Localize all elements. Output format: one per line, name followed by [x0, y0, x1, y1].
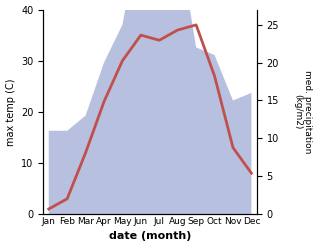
Y-axis label: med. precipitation
(kg/m2): med. precipitation (kg/m2)	[293, 70, 313, 154]
X-axis label: date (month): date (month)	[109, 231, 191, 242]
Y-axis label: max temp (C): max temp (C)	[5, 78, 16, 145]
